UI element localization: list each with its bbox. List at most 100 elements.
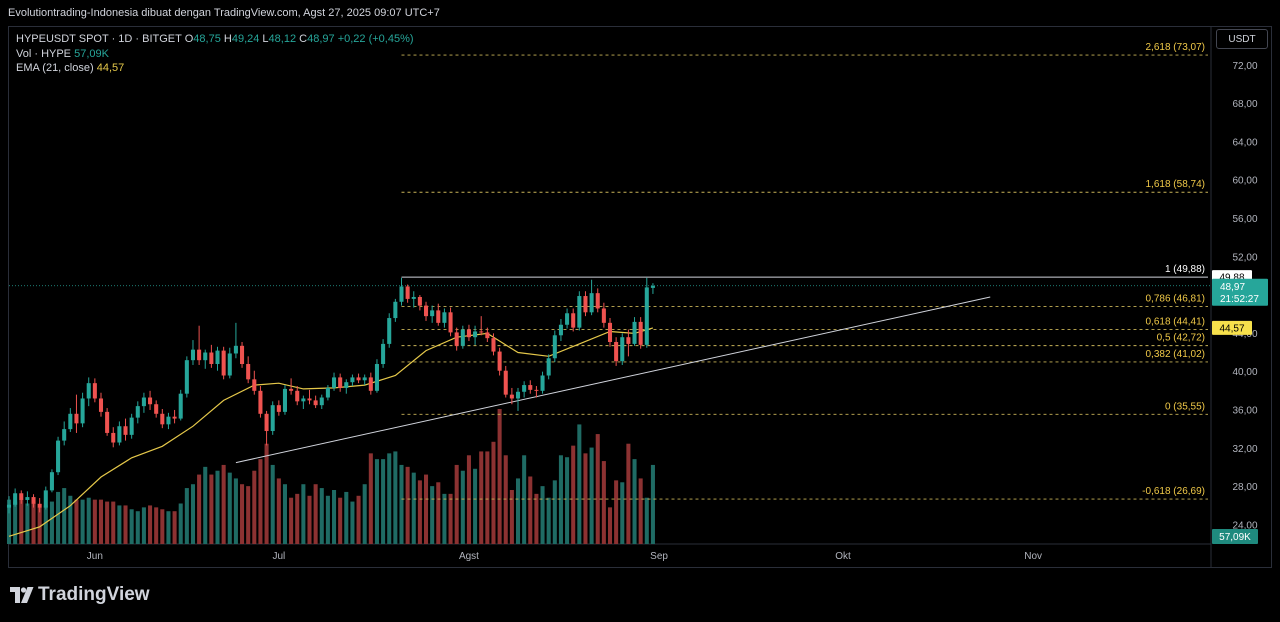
volume-bar bbox=[25, 503, 30, 544]
candle-body bbox=[301, 398, 306, 402]
candle-body bbox=[411, 296, 416, 299]
volume-bar bbox=[37, 507, 42, 544]
candle-body bbox=[479, 331, 484, 333]
candle-body bbox=[344, 382, 349, 388]
close-value: 48,97 bbox=[307, 33, 335, 45]
candle-body bbox=[160, 413, 165, 425]
volume-bar bbox=[601, 461, 606, 544]
chart-legend: HYPEUSDT SPOT · 1D · BITGET O48,75 H49,2… bbox=[16, 32, 414, 76]
volume-bar bbox=[626, 443, 631, 544]
candle-body bbox=[209, 352, 214, 365]
volume-bar bbox=[209, 474, 214, 544]
volume-bar bbox=[644, 497, 649, 544]
candle-body bbox=[540, 375, 545, 391]
candle-body bbox=[105, 411, 110, 433]
volume-bar bbox=[240, 484, 245, 544]
volume-bar bbox=[558, 455, 563, 544]
volume-bar bbox=[393, 451, 398, 544]
fib-level-label: 1 (49,88) bbox=[1165, 264, 1205, 275]
legend-symbol-row[interactable]: HYPEUSDT SPOT · 1D · BITGET O48,75 H49,2… bbox=[16, 32, 414, 47]
candle-body bbox=[289, 388, 294, 391]
volume-bar bbox=[319, 488, 324, 544]
volume-bar bbox=[160, 509, 165, 544]
volume-bar bbox=[313, 484, 318, 544]
candle-body bbox=[423, 305, 429, 317]
candle-body bbox=[6, 504, 12, 508]
candle-body bbox=[117, 426, 122, 443]
candle-body bbox=[92, 383, 97, 399]
candle-body bbox=[466, 329, 471, 338]
fib-level-label: 0,382 (41,02) bbox=[1146, 349, 1206, 360]
candle-body bbox=[135, 406, 140, 418]
candle-body bbox=[307, 398, 312, 401]
volume-bar bbox=[13, 501, 18, 544]
volume-bar bbox=[43, 505, 48, 544]
y-tick-label: 64,00 bbox=[1232, 137, 1257, 148]
volume-bar bbox=[258, 459, 263, 544]
candle-body bbox=[497, 351, 502, 371]
candle-body bbox=[626, 337, 631, 344]
candle-body bbox=[583, 296, 588, 313]
volume-badge-bg bbox=[1212, 529, 1258, 544]
currency-button[interactable]: USDT bbox=[1216, 29, 1268, 49]
candle-body bbox=[405, 286, 410, 299]
high-value: 49,24 bbox=[231, 33, 260, 45]
volume-bar bbox=[607, 507, 613, 544]
x-tick-label: Sep bbox=[650, 551, 668, 562]
volume-bar bbox=[190, 484, 196, 544]
volume-bar bbox=[368, 453, 373, 544]
y-tick-label: 24,00 bbox=[1232, 520, 1257, 531]
volume-bar bbox=[595, 434, 600, 544]
candle-body bbox=[319, 397, 324, 406]
candle-body bbox=[43, 490, 48, 508]
volume-bar bbox=[448, 493, 453, 544]
x-tick-label: Jul bbox=[272, 551, 285, 562]
volume-bar bbox=[6, 499, 12, 544]
candle-body bbox=[233, 345, 238, 354]
high-price-badge: 49,88 bbox=[1219, 273, 1244, 284]
ema-value: 44,57 bbox=[96, 62, 125, 74]
candle-body bbox=[362, 377, 367, 381]
candle-body bbox=[178, 393, 183, 419]
volume-bar bbox=[423, 474, 429, 544]
candle-body bbox=[264, 413, 269, 432]
symbol-name[interactable]: HYPEUSDT SPOT · 1D · BITGET bbox=[16, 33, 182, 45]
volume-bar bbox=[509, 490, 514, 544]
candle-body bbox=[148, 397, 153, 405]
volume-bar bbox=[31, 501, 36, 544]
chart-pane[interactable] bbox=[8, 26, 1272, 568]
volume-bar bbox=[466, 455, 471, 544]
candle-body bbox=[485, 332, 490, 339]
x-tick-label: Okt bbox=[835, 551, 851, 562]
candle-body bbox=[141, 397, 146, 407]
candle-body bbox=[534, 389, 539, 391]
last-price-badge: 48,97 bbox=[1220, 282, 1245, 293]
volume-bar bbox=[638, 478, 643, 544]
volume-bar bbox=[332, 490, 337, 544]
volume-bar bbox=[148, 505, 153, 544]
volume-bar bbox=[282, 484, 287, 544]
volume-bar bbox=[430, 486, 435, 544]
candle-body bbox=[80, 398, 85, 424]
fib-level-label: 0,786 (46,81) bbox=[1146, 293, 1206, 304]
candle-body bbox=[558, 324, 563, 336]
legend-ema-row[interactable]: EMA (21, close) 44,57 bbox=[16, 61, 414, 76]
close-label: C bbox=[299, 33, 308, 45]
candle-body bbox=[595, 293, 600, 309]
candle-body bbox=[184, 360, 189, 394]
volume-badge: 57,09K bbox=[1219, 532, 1251, 543]
volume-bar bbox=[123, 505, 128, 544]
candle-body bbox=[607, 322, 613, 342]
candle-body bbox=[638, 321, 643, 345]
low-label: L bbox=[262, 33, 269, 45]
candle-body bbox=[417, 296, 422, 306]
last-price-badge-bg bbox=[1212, 278, 1268, 306]
volume-bar bbox=[411, 472, 416, 544]
volume-bar bbox=[276, 478, 281, 544]
volume-bar bbox=[307, 495, 312, 544]
volume-bar bbox=[135, 511, 140, 544]
volume-bar bbox=[86, 497, 91, 544]
volume-bar bbox=[491, 441, 496, 544]
legend-volume-row[interactable]: Vol · HYPE 57,09K bbox=[16, 47, 414, 62]
